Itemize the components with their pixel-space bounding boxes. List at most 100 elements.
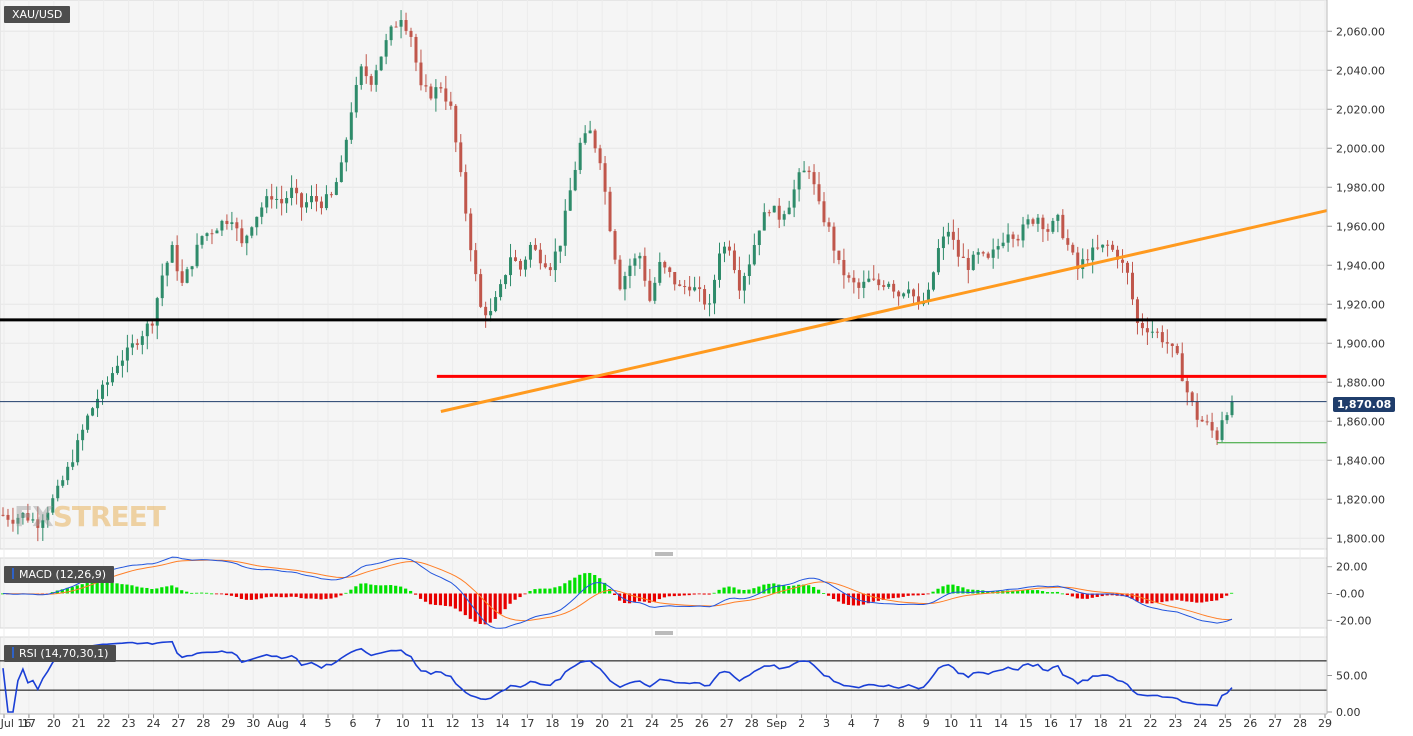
candle-down <box>295 187 299 194</box>
candle-up <box>130 343 134 348</box>
main-y-tick-label: 2,020.00 <box>1336 103 1385 116</box>
macd-histogram-bar <box>374 585 378 594</box>
x-tick-label: 23 <box>1168 717 1182 730</box>
macd-histogram-bar <box>861 593 865 605</box>
candle-up <box>359 66 363 85</box>
macd-histogram-bar <box>493 593 497 619</box>
macd-histogram-bar <box>836 593 841 602</box>
main-panel-bg <box>0 0 1328 550</box>
candle-down <box>892 283 896 292</box>
macd-histogram-bar <box>906 593 910 596</box>
symbol-tag[interactable]: XAU/USD <box>4 6 71 23</box>
macd-histogram-bar <box>399 586 403 594</box>
candle-down <box>897 291 901 297</box>
x-tick-label: 27 <box>720 717 734 730</box>
macd-histogram-bar <box>60 589 64 594</box>
x-tick-label: 24 <box>1193 717 1207 730</box>
macd-histogram-bar <box>1155 593 1159 603</box>
macd-histogram-bar <box>991 591 995 594</box>
macd-histogram-bar <box>488 593 492 623</box>
macd-histogram-bar <box>155 588 159 594</box>
rsi-y-tick-label: 0.00 <box>1336 706 1361 719</box>
x-tick-label: 27 <box>171 717 185 730</box>
candle-down <box>1160 332 1164 343</box>
candle-up <box>290 187 294 198</box>
rsi-y-tick-label: 50.00 <box>1336 670 1368 683</box>
macd-histogram-bar <box>1090 593 1094 598</box>
macd-histogram-bar <box>901 593 905 597</box>
macd-histogram-bar <box>120 584 124 594</box>
macd-histogram-bar <box>478 593 482 624</box>
fxstreet-watermark: FXSTREET <box>14 500 166 533</box>
candle-down <box>648 280 652 301</box>
main-y-tick-label: 1,900.00 <box>1336 337 1385 350</box>
candle-up <box>1021 224 1025 241</box>
candle-down <box>643 255 647 281</box>
candle-up <box>334 182 338 195</box>
candle-down <box>150 323 154 326</box>
candle-up <box>46 512 50 521</box>
candle-down <box>548 267 552 271</box>
x-tick-label: 11 <box>421 717 435 730</box>
macd-histogram-bar <box>314 593 318 599</box>
macd-histogram-bar <box>841 593 846 604</box>
macd-histogram-bar <box>274 593 278 597</box>
x-tick-label: 26 <box>695 717 709 730</box>
macd-histogram-bar <box>438 593 443 606</box>
macd-histogram-bar <box>1205 593 1209 602</box>
candle-down <box>394 26 398 28</box>
macd-histogram-bar <box>921 593 925 595</box>
candle-down <box>857 282 861 288</box>
macd-histogram-bar <box>1 593 5 595</box>
watermark-fx: FX <box>14 500 54 533</box>
candle-down <box>484 306 488 316</box>
macd-histogram-bar <box>1105 593 1109 596</box>
candle-down <box>533 244 537 250</box>
macd-histogram-bar <box>632 593 637 603</box>
macd-histogram-bar <box>1035 590 1040 594</box>
macd-histogram-bar <box>364 583 368 594</box>
candle-up <box>996 246 1000 250</box>
macd-histogram-bar <box>349 589 353 594</box>
candle-up <box>200 236 204 245</box>
macd-histogram-bar <box>662 593 666 598</box>
x-tick-label: 30 <box>246 717 260 730</box>
candle-up <box>1036 217 1040 224</box>
macd-histogram-bar <box>1025 589 1030 594</box>
candle-up <box>265 196 269 208</box>
macd-histogram-bar <box>1195 593 1199 603</box>
macd-line <box>2 556 1233 629</box>
macd-histogram-bar <box>150 588 154 594</box>
macd-histogram-bar <box>593 574 597 594</box>
macd-tag[interactable]: MACD (12,26,9) <box>4 566 115 583</box>
candle-down <box>1215 430 1219 440</box>
x-tick-label: 28 <box>745 717 759 730</box>
candle-down <box>668 267 672 272</box>
candle-up <box>907 289 911 294</box>
macd-histogram-bar <box>737 589 741 594</box>
candle-down <box>240 228 244 244</box>
candle-down <box>1121 259 1125 263</box>
candle-down <box>454 105 458 143</box>
macd-histogram-bar <box>911 593 915 596</box>
candle-up <box>628 265 632 277</box>
candle-down <box>449 101 453 106</box>
macd-histogram-bar <box>309 593 313 599</box>
x-tick-label: 14 <box>495 717 509 730</box>
candle-down <box>872 278 876 280</box>
candle-up <box>504 275 508 285</box>
x-tick-label: 18 <box>1094 717 1108 730</box>
candle-up <box>1081 259 1085 270</box>
macd-histogram-bar <box>269 593 273 597</box>
candle-down <box>1140 322 1144 329</box>
macd-histogram-bar <box>752 588 756 594</box>
candle-up <box>384 40 388 57</box>
macd-histogram-bar <box>359 583 363 594</box>
candle-up <box>140 336 144 345</box>
macd-histogram-bar <box>1145 593 1149 604</box>
candle-down <box>424 85 428 87</box>
candle-up <box>752 245 756 265</box>
candle-up <box>494 297 498 312</box>
macd-histogram-bar <box>817 589 821 594</box>
rsi-tag[interactable]: RSI (14,70,30,1) <box>4 645 117 662</box>
